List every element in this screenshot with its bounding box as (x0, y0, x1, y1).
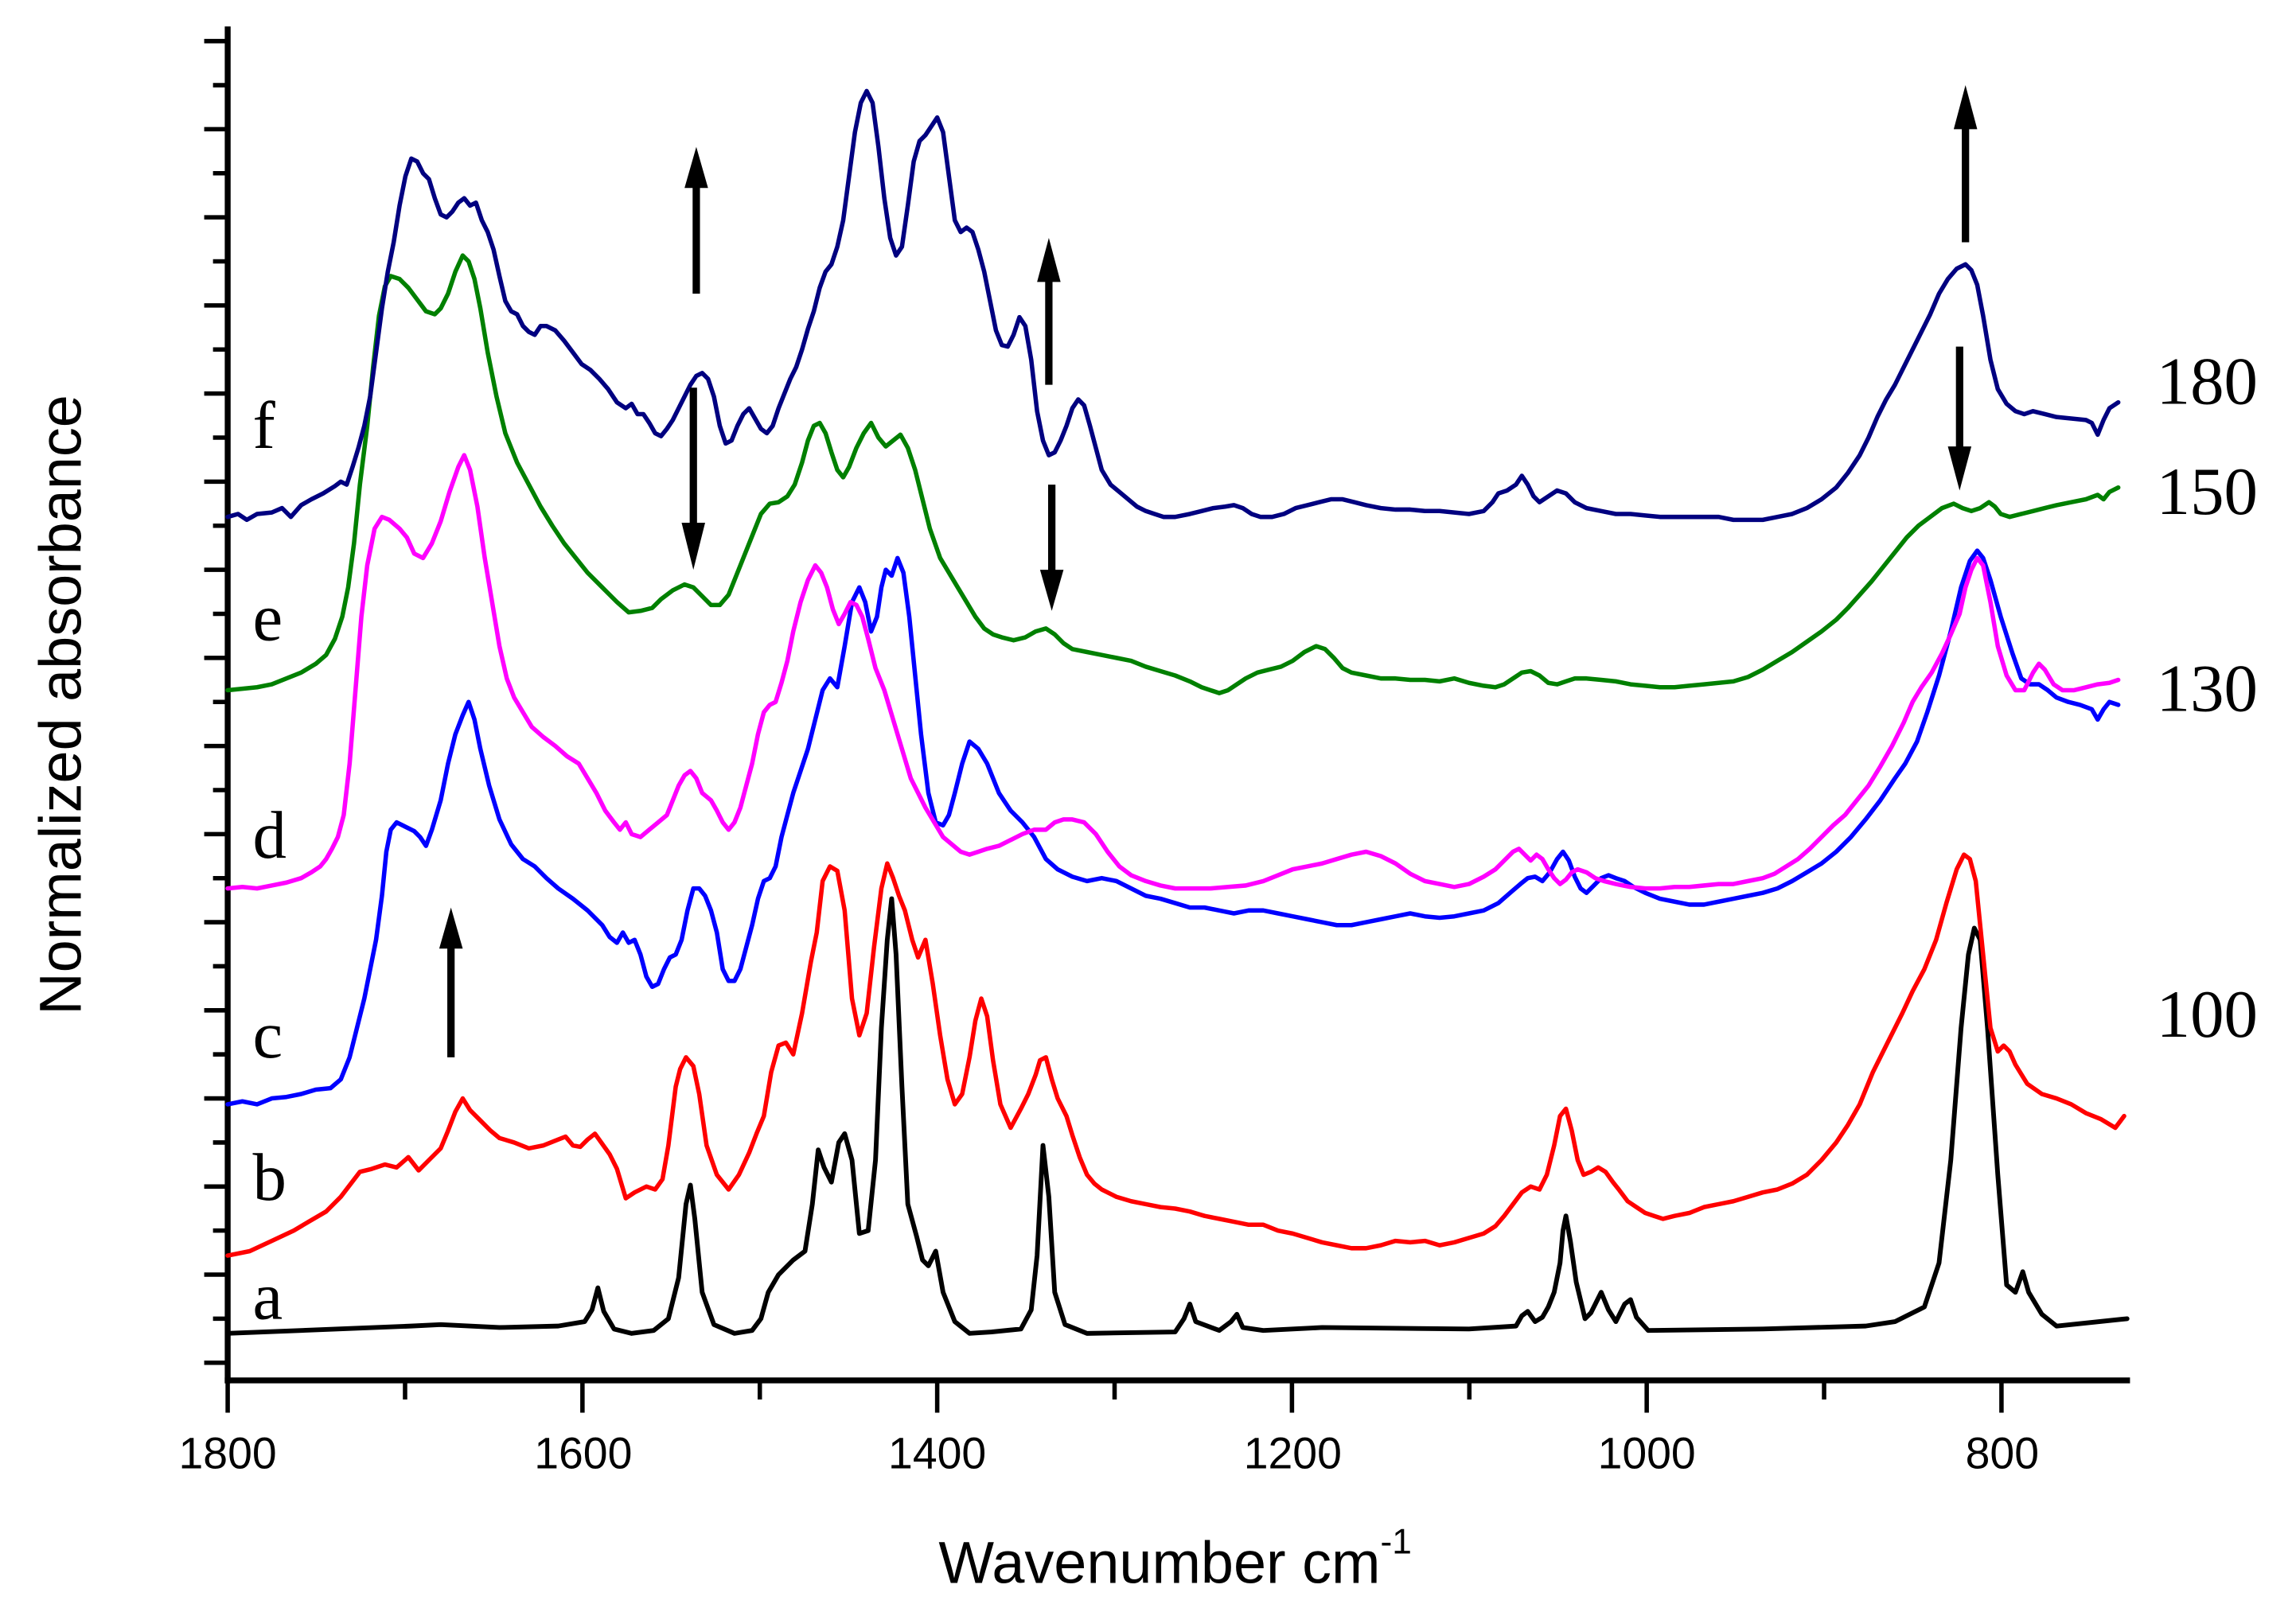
y-axis-ticks (204, 38, 228, 1365)
x-tick-1400: 1400 (888, 1429, 986, 1478)
x-axis-ticks (225, 1380, 2004, 1413)
spectrum-c (225, 548, 2121, 1107)
temp-label-150: 150 (2157, 454, 2258, 529)
spectrum-e (225, 253, 2121, 695)
arrow-up-icon (439, 907, 463, 949)
temp-label-100: 100 (2157, 977, 2258, 1052)
spectrum-f (225, 88, 2121, 523)
arrow-down-icon (1039, 570, 1064, 611)
curve-label-d: d (252, 798, 286, 873)
y-axis-title: Normalized absorbance (28, 395, 94, 1015)
x-axis-title: Wavenumber cm-1 (938, 1523, 1412, 1596)
arrow-down-icon (681, 523, 705, 570)
arrow-up-icon (1037, 237, 1061, 282)
arrow-up-icon (684, 146, 708, 189)
spectrum-d (225, 453, 2121, 891)
curve-label-f: f (252, 388, 275, 463)
spectrum-b (225, 852, 2126, 1258)
annotation-arrows (439, 85, 1978, 1057)
curve-label-b: b (252, 1140, 286, 1215)
x-tick-1000: 1000 (1598, 1429, 1696, 1478)
arrow-up-icon (1953, 85, 1978, 130)
arrow-down-icon (1947, 446, 1972, 491)
x-tick-1600: 1600 (534, 1429, 632, 1478)
spectrum-a (225, 896, 2130, 1336)
x-tick-1800: 1800 (179, 1429, 277, 1478)
curve-label-e: e (252, 581, 283, 656)
curve-label-a: a (252, 1259, 283, 1334)
curve-label-c: c (252, 998, 283, 1073)
x-tick-1200: 1200 (1244, 1429, 1342, 1478)
x-axis-tick-labels: 1800 1600 1400 1200 1000 800 (179, 1429, 2040, 1478)
temp-label-180: 180 (2157, 345, 2258, 419)
x-tick-800: 800 (1966, 1429, 2039, 1478)
temp-label-130: 130 (2157, 651, 2258, 726)
